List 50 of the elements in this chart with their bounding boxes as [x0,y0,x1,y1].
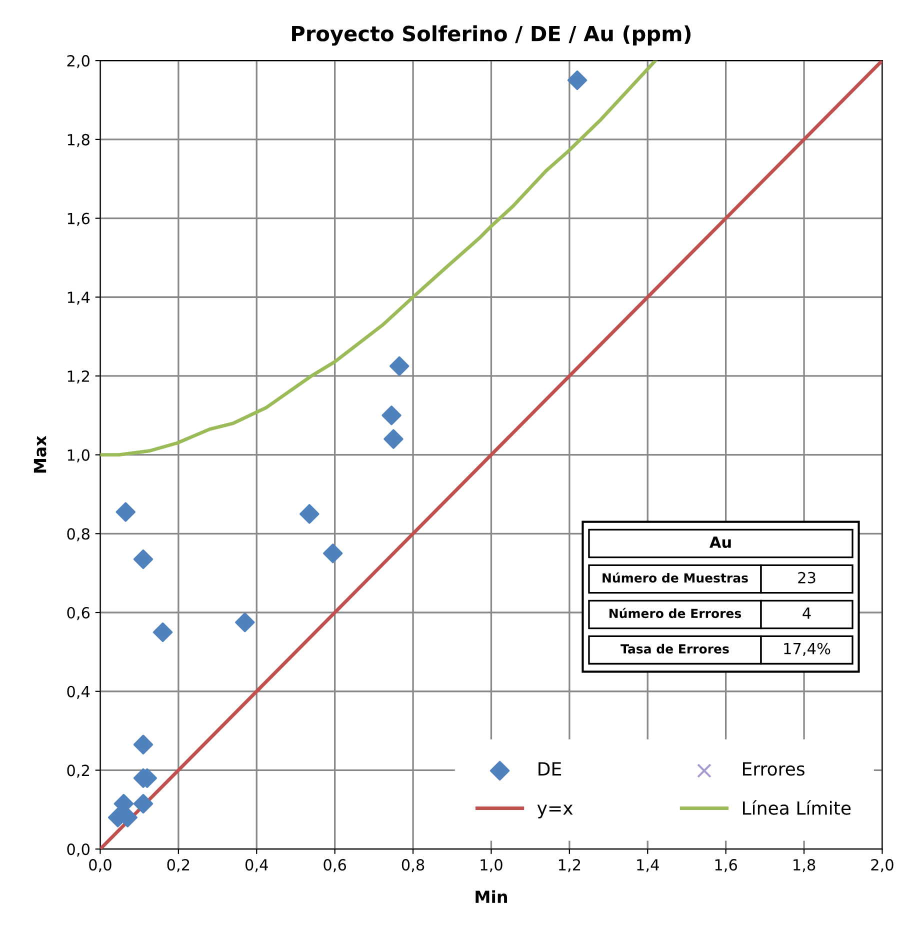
y-tick-label: 1,6 [68,212,90,226]
y-tick-label: 1,4 [68,292,90,305]
line-series [100,60,658,457]
x-tick-label: 1,8 [794,859,816,872]
point [300,504,320,524]
y-tick-label: 0,6 [67,606,90,620]
point [390,356,410,376]
legend-label: y=x [537,804,573,818]
annotation: 17,4% [784,642,830,656]
x-axis-title: Min [476,890,508,903]
chart-title: Proyecto Solferino / DE / Au (ppm) [292,25,691,46]
x-tick-label: 0,4 [245,859,268,872]
legend-label: Línea Límite [743,800,851,815]
y-tick-label: 0,0 [67,844,90,857]
point [133,549,154,570]
y-tick-label: 0,4 [67,686,90,699]
point [133,734,154,754]
point [567,70,588,90]
x-tick-label: 0,8 [402,859,424,872]
point [235,612,255,632]
y-tick-label: 1,8 [68,134,90,148]
x-tick-label: 2,0 [871,859,894,872]
point [133,794,154,814]
annotation: Tasa de Errores [620,644,729,654]
x-tick-label: 1,6 [715,859,738,872]
point [323,544,343,564]
x-tick-label: 1,4 [637,859,659,872]
point [114,794,134,814]
point [382,406,402,426]
y-tick-label: 0,8 [67,528,90,542]
annotation: 23 [798,572,816,584]
y-tick-label: 0,2 [67,764,89,778]
y-tick-label: 1,0 [68,449,90,462]
x-tick-label: 0,2 [167,859,190,872]
x-tick-label: 0,0 [89,859,112,872]
y-axis-title: Max [34,436,46,473]
annotation: 4 [802,608,811,619]
annotation: Número de Muestras [602,572,748,583]
legend-label: Errores [743,762,804,776]
y-tick-label: 2,0 [67,55,90,68]
point [116,502,136,522]
point [384,429,404,449]
x-tick-label: 0,6 [324,859,346,872]
point [152,622,173,642]
annotation: Número de Errores [610,608,742,618]
annotation: Au [709,536,731,548]
x-tick-label: 1,2 [558,859,580,872]
x-tick-label: 1,0 [480,859,502,872]
y-tick-label: 1,2 [68,370,89,384]
legend-label: DE [538,762,561,776]
